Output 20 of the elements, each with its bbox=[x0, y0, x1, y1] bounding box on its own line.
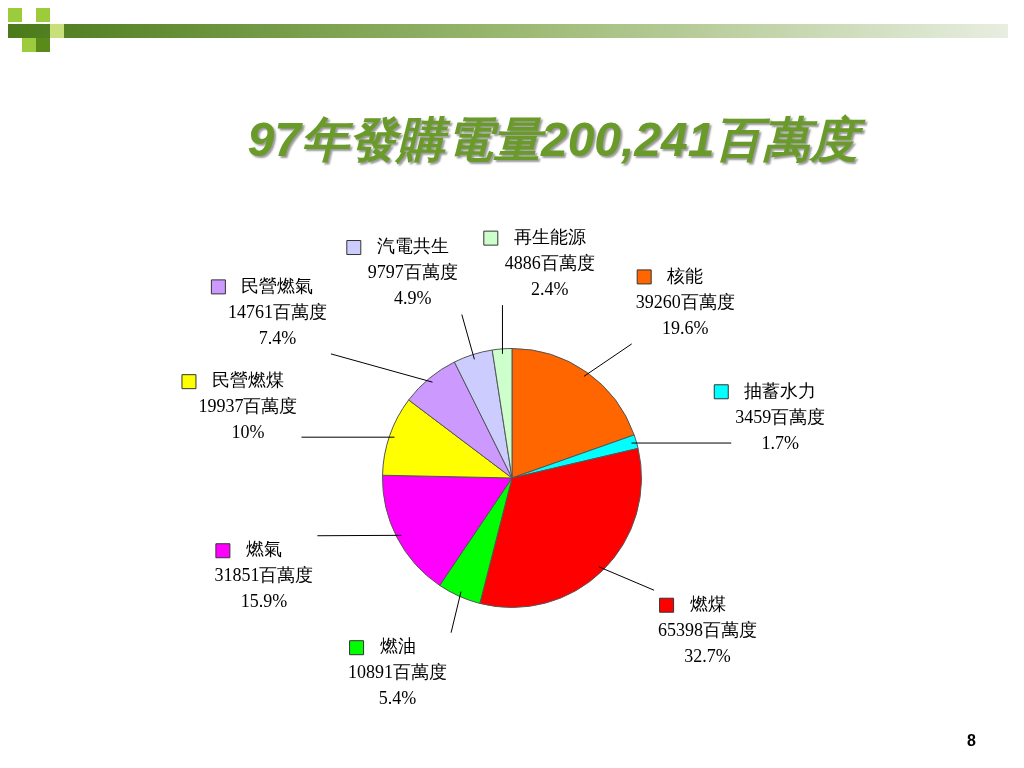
data-label: 10891百萬度 5.4% bbox=[348, 662, 448, 709]
legend-label: 燃煤 bbox=[689, 593, 726, 614]
legend-label: 燃氣 bbox=[245, 539, 282, 560]
data-label: 39260百萬度 19.6% bbox=[635, 291, 735, 338]
legend-label: 民營燃氣 bbox=[241, 275, 314, 296]
legend-label: 民營燃煤 bbox=[211, 370, 284, 391]
legend-label: 燃油 bbox=[379, 636, 416, 657]
data-label: 9797百萬度 4.9% bbox=[367, 262, 458, 309]
data-label: 4886百萬度 2.4% bbox=[504, 252, 595, 299]
data-label: 19937百萬度 10% bbox=[198, 396, 298, 443]
data-label: 3459百萬度 1.7% bbox=[735, 406, 826, 453]
data-label: 14761百萬度 7.4% bbox=[227, 301, 327, 348]
legend-label: 汽電共生 bbox=[376, 236, 449, 257]
text: 8 bbox=[967, 732, 976, 750]
chart-title: 97年發購電量200,241百萬度 bbox=[246, 112, 867, 168]
legend-label: 再生能源 bbox=[513, 226, 586, 247]
legend-label: 核能 bbox=[666, 265, 704, 286]
data-label: 65398百萬度 32.7% bbox=[658, 619, 758, 666]
legend-label: 抽蓄水力 bbox=[744, 380, 817, 401]
data-label: 31851百萬度 15.9% bbox=[214, 565, 314, 612]
